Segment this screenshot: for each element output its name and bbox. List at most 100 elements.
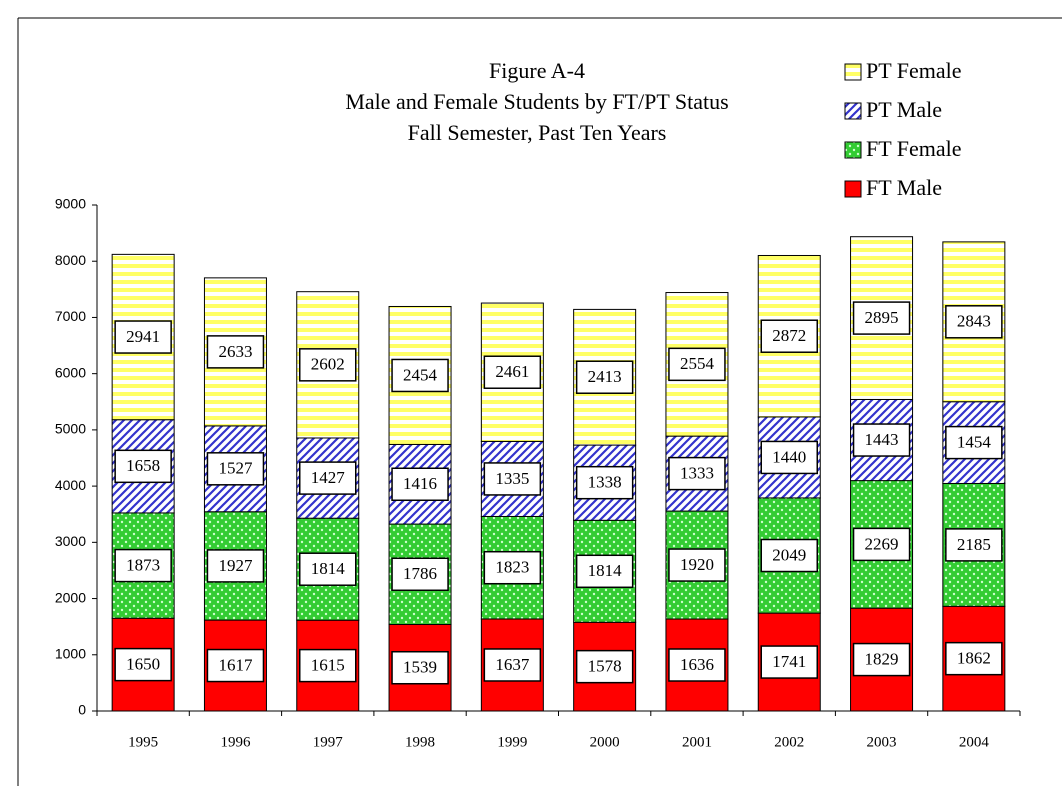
x-tick-label: 1996	[220, 734, 251, 750]
data-label-box	[114, 647, 172, 682]
data-label: 1814	[588, 561, 623, 580]
data-label: 1829	[865, 649, 899, 668]
data-label-box	[575, 554, 634, 589]
data-label: 1786	[403, 564, 437, 583]
data-label-box	[483, 462, 542, 496]
legend-swatch	[844, 63, 862, 81]
data-label-box	[760, 538, 818, 573]
x-tick-label: 1998	[405, 734, 435, 750]
data-label-box	[299, 648, 357, 683]
data-label: 2872	[772, 326, 806, 345]
data-label-box	[299, 461, 357, 495]
data-label: 1338	[588, 473, 622, 492]
data-label-box	[299, 348, 357, 382]
data-label: 1636	[680, 655, 714, 674]
data-label: 1658	[126, 456, 160, 475]
data-label: 1416	[403, 474, 437, 493]
data-label-box	[575, 649, 634, 684]
legend-label: PT Male	[866, 97, 942, 122]
data-label-box	[483, 550, 542, 585]
chart-title: Figure A-4	[489, 58, 585, 83]
data-label-box	[852, 527, 911, 562]
data-label-box	[945, 528, 1003, 562]
legend-swatch	[844, 141, 862, 159]
data-label: 1454	[957, 433, 992, 452]
x-tick-label: 1999	[497, 734, 527, 750]
data-label-box	[391, 650, 449, 685]
data-label-box	[575, 465, 634, 500]
y-tick-label: 3000	[55, 533, 86, 549]
data-label: 1443	[865, 430, 899, 449]
legend-label: FT Female	[866, 136, 962, 161]
data-label-box	[114, 449, 172, 484]
y-tick-label: 6000	[55, 364, 86, 380]
data-label: 1615	[311, 656, 345, 675]
data-label: 2461	[495, 362, 529, 381]
data-label: 1440	[772, 447, 806, 466]
data-label: 2185	[957, 535, 991, 554]
data-label-box	[945, 641, 1003, 676]
x-tick-label: 2004	[959, 734, 990, 750]
data-label-box	[760, 440, 818, 475]
x-tick-label: 2001	[682, 734, 712, 750]
x-tick-label: 2002	[774, 734, 804, 750]
data-label: 1920	[680, 555, 714, 574]
data-label-box	[391, 467, 449, 502]
x-tick-label: 2003	[867, 734, 897, 750]
data-label: 1814	[311, 559, 346, 578]
data-label: 1539	[403, 658, 437, 677]
data-label-box	[206, 452, 265, 486]
x-tick-label: 1997	[313, 734, 344, 750]
data-label-box	[945, 425, 1003, 460]
data-label-box	[668, 648, 726, 682]
x-tick-label: 2000	[590, 734, 620, 750]
data-label: 2049	[772, 545, 806, 564]
y-tick-label: 2000	[55, 589, 86, 605]
data-label: 1637	[495, 655, 530, 674]
data-label: 1823	[495, 558, 529, 577]
legend-label: FT Male	[866, 175, 942, 200]
data-label-box	[206, 335, 265, 369]
data-label: 1617	[218, 655, 253, 674]
data-label-box	[945, 305, 1003, 339]
y-tick-label: 1000	[55, 645, 86, 661]
data-label: 1578	[588, 657, 622, 676]
data-label: 2413	[588, 367, 622, 386]
data-label-box	[114, 320, 172, 354]
data-label-box	[852, 423, 911, 457]
chart-title: Male and Female Students by FT/PT Status	[345, 89, 728, 114]
data-label: 1741	[772, 652, 806, 671]
data-label-box	[575, 360, 634, 394]
data-label: 2454	[403, 365, 438, 384]
data-label: 1527	[218, 459, 253, 478]
data-label-box	[668, 548, 726, 582]
x-tick-label: 1995	[128, 734, 158, 750]
data-label-box	[668, 456, 726, 491]
data-label-box	[391, 358, 449, 393]
legend-swatch	[844, 180, 862, 198]
data-label-box	[206, 549, 265, 583]
data-label: 2554	[680, 354, 715, 373]
y-tick-label: 4000	[55, 477, 86, 493]
data-label-box	[760, 319, 818, 353]
data-label: 1427	[311, 468, 346, 487]
y-tick-label: 8000	[55, 252, 86, 268]
legend-label: PT Female	[866, 58, 962, 83]
y-tick-label: 5000	[55, 421, 86, 437]
data-label-box	[391, 557, 449, 592]
y-tick-label: 9000	[55, 196, 86, 212]
data-label-box	[483, 648, 542, 682]
data-label-box	[760, 645, 818, 679]
y-tick-label: 7000	[55, 308, 86, 324]
data-label: 2895	[865, 308, 899, 327]
data-label: 1333	[680, 464, 714, 483]
data-label: 1862	[957, 649, 991, 668]
data-label: 1650	[126, 655, 160, 674]
data-label-box	[206, 648, 265, 683]
data-label: 1873	[126, 555, 160, 574]
data-label: 2941	[126, 327, 160, 346]
data-label: 2633	[218, 342, 252, 361]
data-label: 2602	[311, 355, 345, 374]
